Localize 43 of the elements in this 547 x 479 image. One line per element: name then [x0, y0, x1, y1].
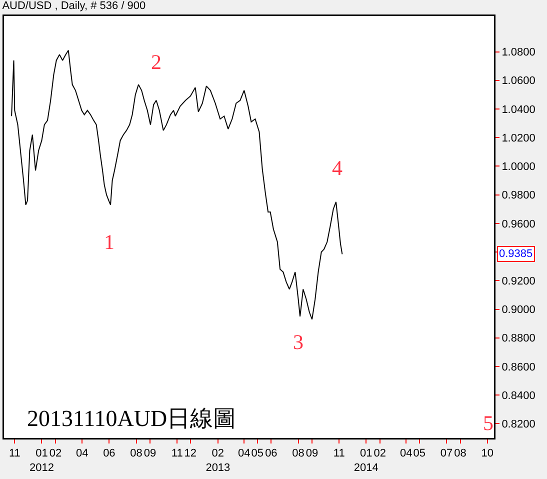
chart-title: AUD/USD , Daily, # 536 / 900: [2, 0, 146, 12]
x-tick-label: 05: [413, 448, 426, 460]
y-tick-label: 1.0000: [502, 161, 536, 174]
annotation: 5: [483, 411, 494, 435]
x-tick-label: 04: [400, 448, 412, 460]
annotation: 3: [293, 330, 304, 354]
y-tick-label: 1.0400: [502, 104, 536, 116]
y-tick-label: 1.0200: [502, 132, 536, 144]
x-tick-label: 10: [481, 448, 494, 460]
x-tick-label: 06: [103, 448, 116, 460]
y-tick-label: 0.8400: [502, 390, 536, 402]
x-tick-label: 07: [440, 448, 453, 460]
y-tick-label: 0.8600: [502, 361, 536, 374]
annotation: 20131110AUD日線圖: [27, 406, 236, 431]
x-tick-label: 12: [184, 448, 197, 460]
x-tick-label: 09: [144, 448, 156, 460]
x-tick-label: 02: [374, 448, 386, 460]
annotation: 1: [104, 230, 114, 254]
text: 0.9385: [499, 248, 533, 260]
y-tick-label: 1.0600: [502, 75, 536, 88]
y-tick-label: 0.9000: [502, 304, 536, 316]
x-tick-label: 05: [251, 448, 264, 460]
annotation: 2: [151, 50, 162, 74]
y-tick-label: 0.8800: [502, 332, 536, 345]
x-tick-label: 11: [171, 448, 183, 460]
x-tick-label: 08: [292, 448, 304, 460]
y-tick-label: 0.8200: [502, 418, 536, 431]
x-tick-label: 08: [130, 448, 142, 460]
x-tick-label: 08: [454, 448, 466, 460]
annotation: 4: [332, 156, 343, 180]
x-tick-label: 04: [76, 448, 88, 460]
y-tick-label: 0.9800: [502, 190, 536, 202]
y-tick-label: 1.0800: [502, 46, 536, 59]
x-tick-label: 04: [238, 448, 250, 460]
x-tick-label: 11: [333, 448, 345, 460]
x-tick-label: 09: [306, 448, 318, 460]
x-tick-label: 11: [8, 448, 20, 460]
y-tick-label: 0.9600: [502, 218, 536, 230]
x-tick-label: 02 2013: [206, 448, 230, 474]
line-series: [11, 50, 343, 320]
y-tick-label: 0.9200: [502, 275, 536, 288]
x-tick-label: 06: [265, 448, 278, 460]
x-tick-label: 02: [49, 448, 62, 460]
